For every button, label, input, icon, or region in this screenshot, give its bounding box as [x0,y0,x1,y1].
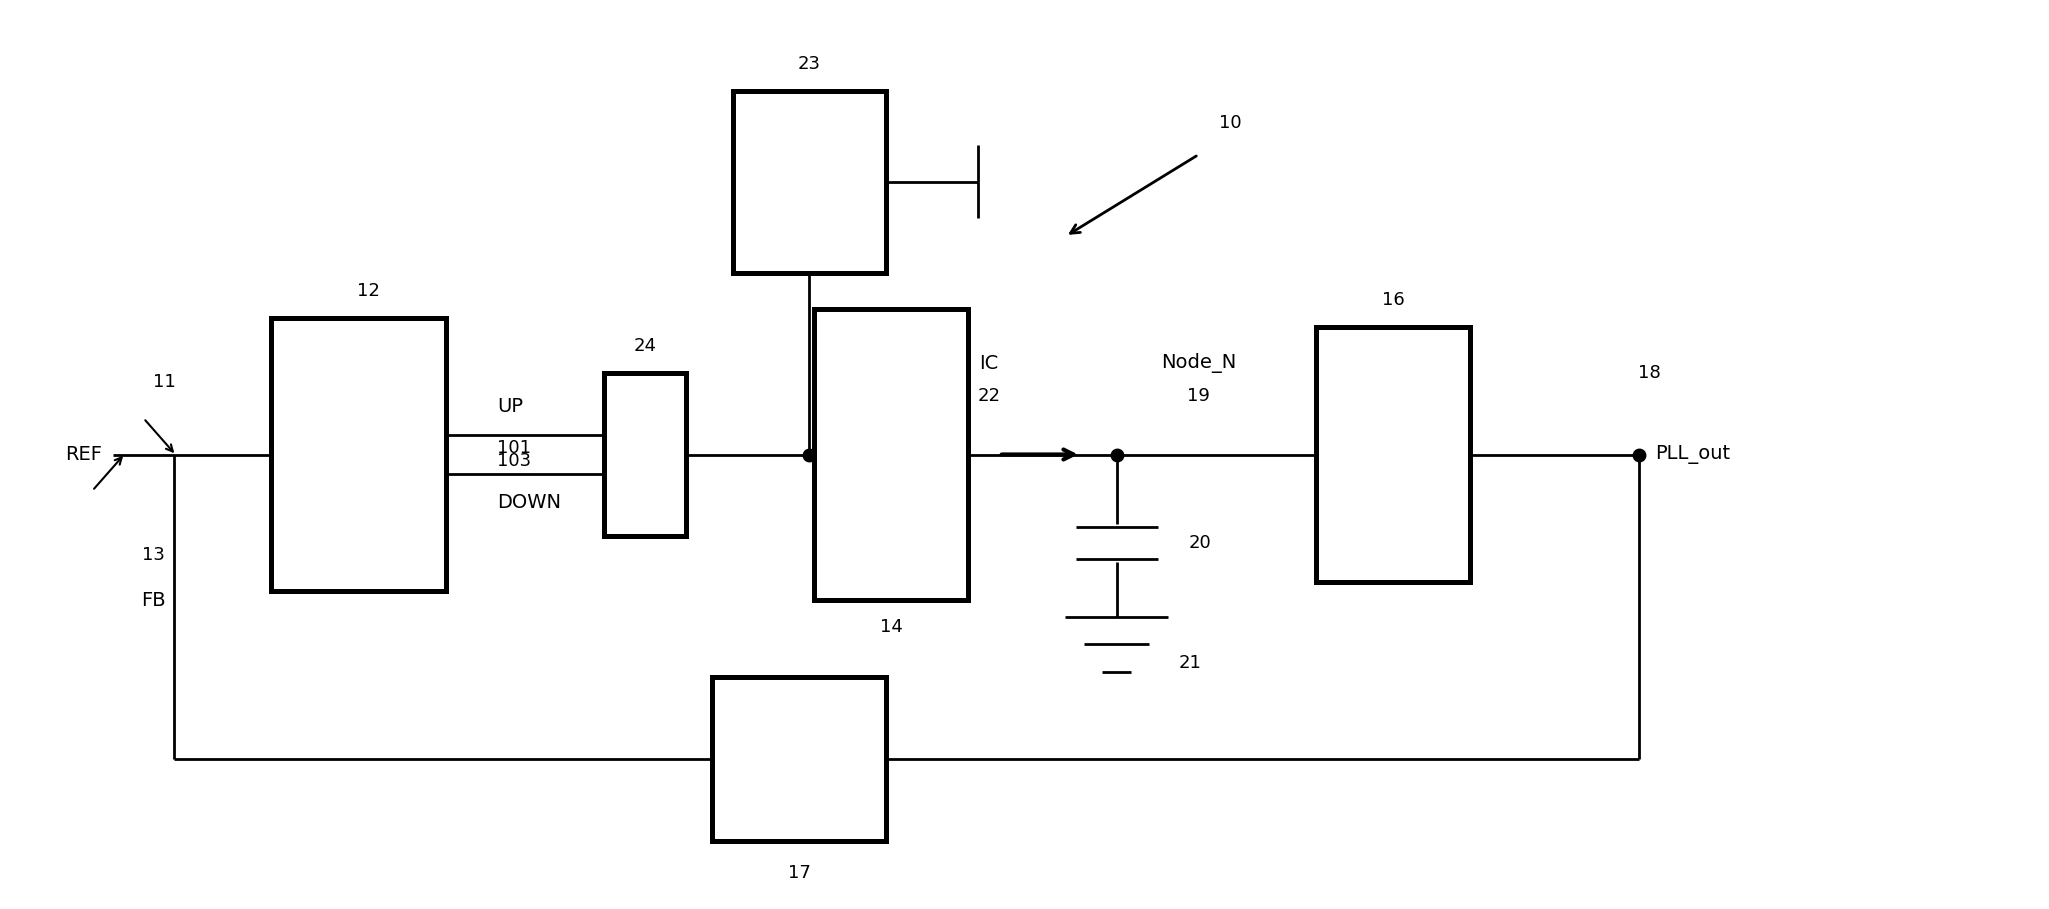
Text: REF: REF [66,445,102,464]
Text: UP: UP [496,397,522,416]
Text: 17: 17 [787,864,811,882]
Bar [604,373,686,536]
Text: 10: 10 [1219,114,1242,132]
Text: 22: 22 [977,386,1000,405]
Bar [1318,327,1471,582]
Text: 18: 18 [1637,364,1662,382]
Text: Node_N: Node_N [1162,353,1236,373]
Bar [713,677,887,841]
Text: 24: 24 [633,336,658,355]
Bar [734,91,887,273]
Text: 19: 19 [1186,386,1211,405]
Text: FB: FB [141,591,166,610]
Text: 11: 11 [152,373,176,391]
Text: 20: 20 [1188,534,1211,552]
Text: 101: 101 [496,439,531,457]
Text: 103: 103 [496,452,531,470]
Text: 14: 14 [879,618,904,636]
Bar [270,318,445,591]
Text: 23: 23 [797,55,822,73]
Text: DOWN: DOWN [496,493,561,512]
Text: IC: IC [979,354,998,373]
Text: 13: 13 [141,545,166,564]
Text: 21: 21 [1178,654,1201,672]
Text: 12: 12 [357,282,381,300]
Text: PLL_out: PLL_out [1656,445,1731,464]
Text: 16: 16 [1381,291,1406,309]
Bar [816,309,969,600]
